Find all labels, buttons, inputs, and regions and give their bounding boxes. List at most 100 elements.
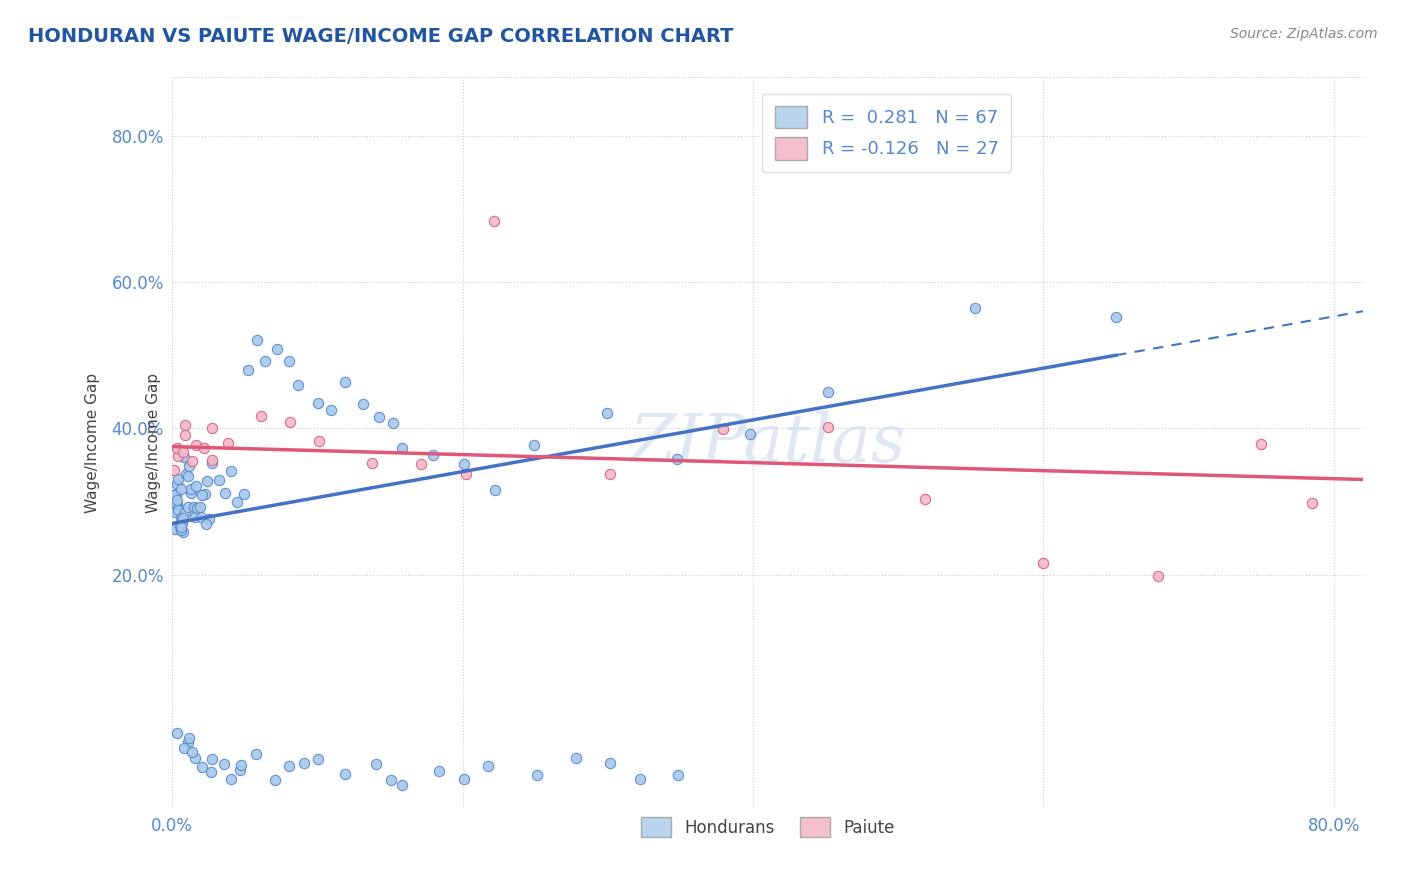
Point [167,503,190,517]
Point [186,500,208,515]
Point [177,500,200,514]
Point [188,500,211,514]
Point [391,778,413,792]
Point [453,772,475,787]
Point [170,524,193,538]
Point [166,476,188,491]
Point [172,511,194,525]
Point [319,402,342,417]
Text: HONDURAN VS PAIUTE WAGE/INCOME GAP CORRELATION CHART: HONDURAN VS PAIUTE WAGE/INCOME GAP CORRE… [28,27,734,45]
Point [254,354,277,368]
Point [165,488,187,502]
Legend: Hondurans, Paiute: Hondurans, Paiute [634,810,901,844]
Point [666,452,689,467]
Point [738,427,761,442]
Point [246,334,269,348]
Point [201,457,224,471]
Point [523,438,546,452]
Point [214,486,236,500]
Point [1250,437,1272,451]
Point [166,493,188,508]
Point [1301,496,1323,510]
Point [226,494,249,508]
Point [183,500,205,514]
Point [180,486,202,500]
Point [366,756,388,771]
Point [191,488,214,502]
Point [163,463,186,477]
Point [599,467,621,482]
Point [236,363,259,377]
Point [422,449,444,463]
Point [177,731,200,746]
Point [170,482,193,496]
Point [198,512,221,526]
Point [278,354,301,368]
Point [391,441,413,455]
Point [165,487,187,501]
Point [596,406,619,420]
Point [194,516,217,531]
Point [173,505,195,519]
Point [817,420,839,434]
Point [711,422,734,436]
Point [628,772,651,786]
Point [163,522,186,536]
Point [217,435,239,450]
Point [484,483,506,498]
Point [233,487,256,501]
Text: Source: ZipAtlas.com: Source: ZipAtlas.com [1230,27,1378,41]
Point [184,510,207,524]
Point [190,509,212,524]
Point [599,756,621,770]
Point [484,214,506,228]
Point [666,767,689,781]
Point [1105,310,1128,324]
Point [278,415,301,429]
Point [184,751,207,765]
Point [914,491,936,506]
Text: ZIPatlas: ZIPatlas [630,410,905,475]
Point [427,764,450,778]
Point [174,428,197,442]
Point [526,768,548,782]
Point [250,409,273,423]
Point [231,757,253,772]
Point [367,410,389,425]
Y-axis label: Wage/Income Gap: Wage/Income Gap [86,373,100,513]
Point [169,518,191,533]
Point [219,464,242,478]
Point [287,377,309,392]
Point [333,767,356,781]
Point [177,469,200,483]
Point [181,453,204,467]
Point [1032,557,1054,571]
Point [180,745,202,759]
Point [166,449,188,463]
Point [167,472,190,486]
Point [454,467,477,482]
Point [278,759,301,773]
Point [201,420,224,434]
Point [308,434,330,448]
Point [266,342,288,356]
Point [177,735,200,749]
Point [229,763,252,777]
Point [1147,568,1170,582]
Point [453,457,475,471]
Point [201,752,224,766]
Point [173,741,195,756]
Point [292,756,315,771]
Point [963,301,986,315]
Point [201,452,224,467]
Point [174,418,197,433]
Point [307,396,329,410]
Point [166,726,188,740]
Point [219,772,242,786]
Point [165,496,187,510]
Point [195,474,218,488]
Point [173,450,195,465]
Point [212,756,235,771]
Point [193,442,215,456]
Point [361,457,384,471]
